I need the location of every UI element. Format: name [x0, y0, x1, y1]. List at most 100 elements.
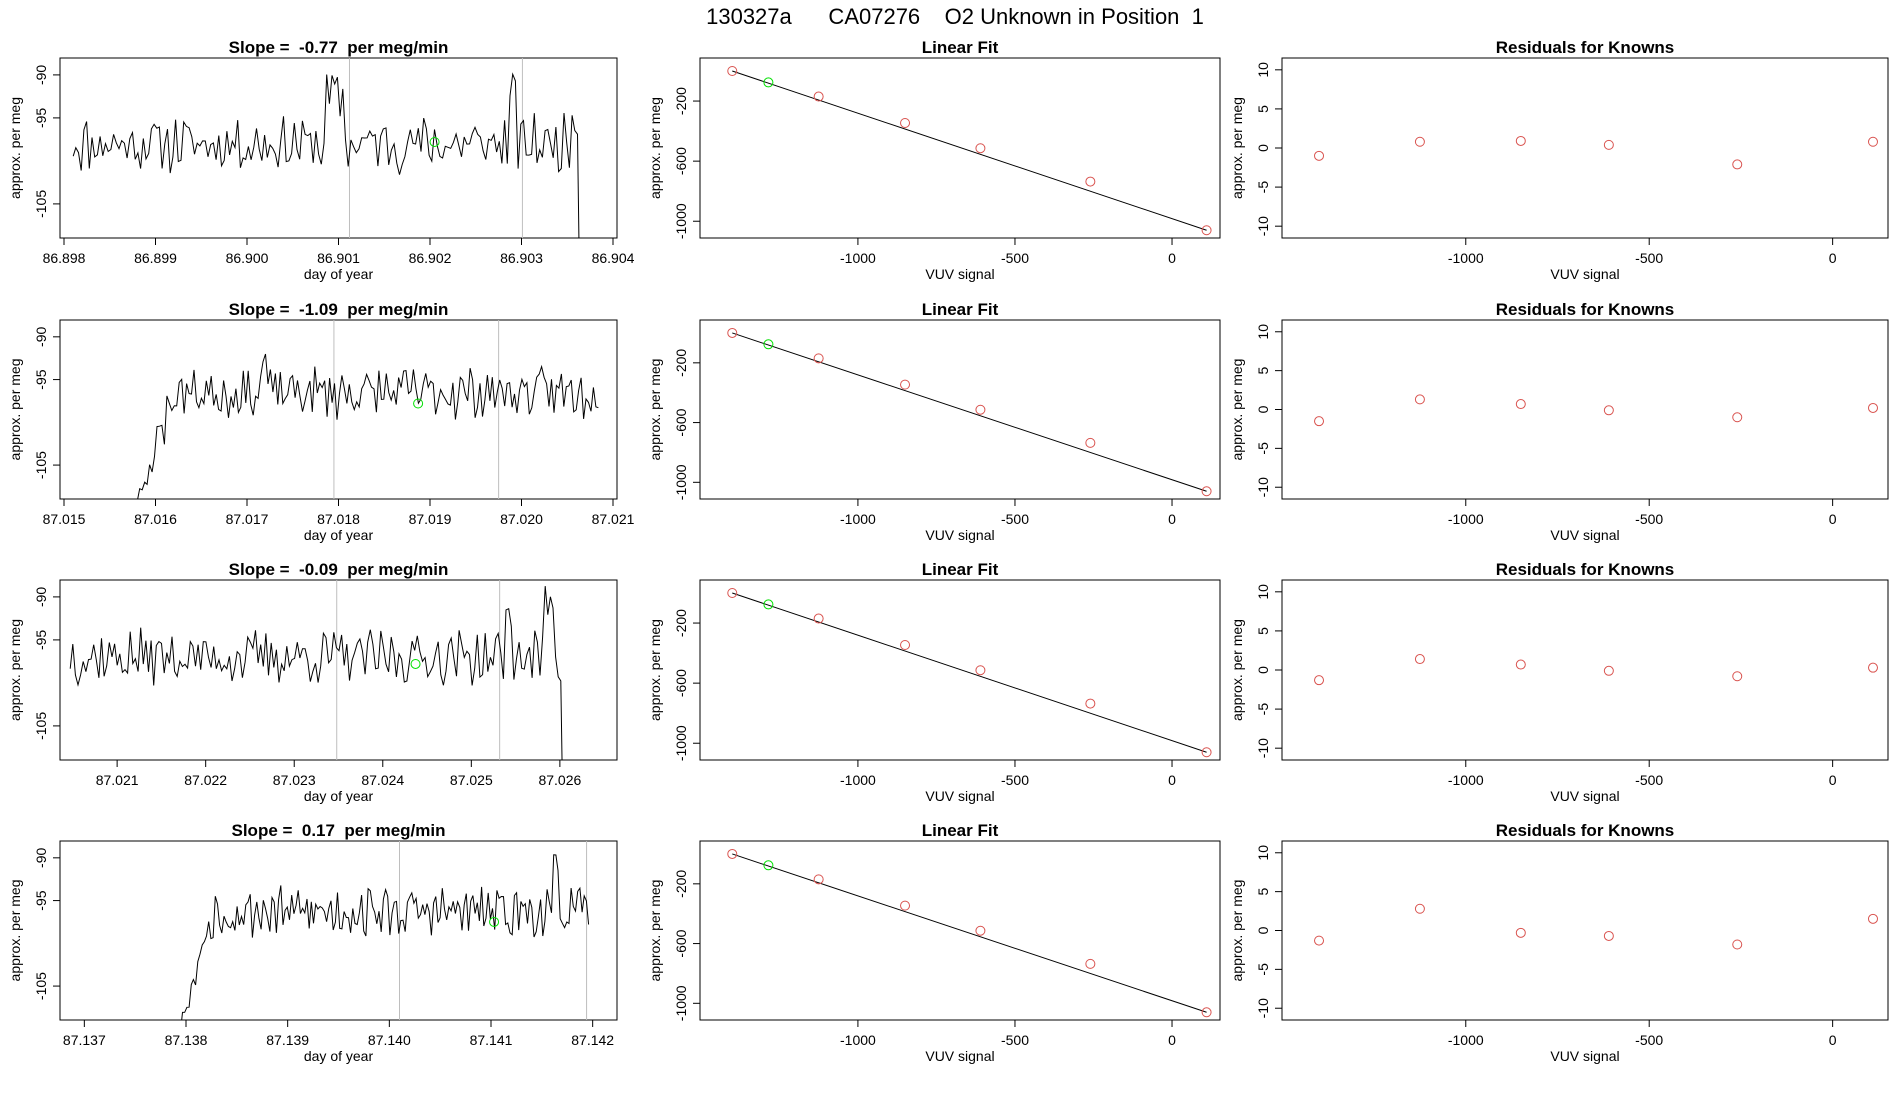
x-tick-label: 87.018 [317, 511, 360, 527]
residual-point [1867, 913, 1878, 924]
x-tick-label: 86.899 [134, 250, 177, 266]
plot-frame [699, 319, 1221, 500]
x-tick-label: 87.025 [450, 772, 493, 788]
plot-area [137, 320, 599, 499]
x-tick-label: 87.019 [409, 511, 452, 527]
plot-frame [1281, 319, 1889, 500]
x-tick-label: 0 [1829, 1032, 1837, 1048]
plot-frame [59, 579, 618, 761]
x-tick-label: -500 [1635, 772, 1663, 788]
residual-point [1603, 930, 1614, 941]
panel-title: Linear Fit [922, 38, 999, 57]
panel-linearfit-row3: Linear Fit -1000 -500 0 VUV signal -1000 -600 -… [647, 560, 1221, 804]
x-tick-label: -1000 [1448, 772, 1484, 788]
panel-title: Slope = 0.17 per meg/min [232, 821, 446, 840]
panel-linearfit-row1: Linear Fit -1000 -500 0 VUV signal -1000 -600 -… [647, 38, 1221, 282]
y-axis-label: approx. per meg [1229, 359, 1245, 461]
fit-line [732, 592, 1207, 753]
x-tick-label: -1000 [840, 250, 876, 266]
x-tick-label: -1000 [840, 1032, 876, 1048]
y-tick-label: -600 [673, 408, 689, 436]
x-tick-label: 86.900 [226, 250, 269, 266]
plot-frame [59, 319, 618, 500]
y-axis-label: approx. per meg [647, 880, 663, 982]
panel-title: Residuals for Knowns [1496, 821, 1675, 840]
panel-title: Residuals for Knowns [1496, 560, 1675, 579]
plot-area [1314, 654, 1878, 686]
y-axis-label: approx. per meg [647, 97, 663, 199]
y-tick-label: -105 [33, 190, 49, 218]
y-tick-label: 0 [1255, 666, 1271, 674]
unknown-point [413, 398, 424, 409]
known-point [900, 117, 911, 128]
y-tick-label: -10 [1255, 477, 1271, 497]
residual-point [1414, 394, 1425, 405]
timeseries-trace [72, 72, 580, 238]
y-tick-label: 5 [1255, 367, 1271, 375]
unknown-point [763, 77, 774, 88]
plot-frame [699, 57, 1221, 239]
x-tick-label: 87.138 [165, 1032, 208, 1048]
x-tick-label: 87.020 [500, 511, 543, 527]
x-tick-label: -500 [1001, 772, 1029, 788]
residual-point [1515, 659, 1526, 670]
known-point [1201, 747, 1212, 758]
known-point [1085, 958, 1096, 969]
x-tick-label: 0 [1168, 250, 1176, 266]
unknown-point [410, 658, 421, 669]
x-tick-label: 87.015 [43, 511, 86, 527]
known-point [1085, 176, 1096, 187]
residual-point [1414, 654, 1425, 665]
x-tick-label: -500 [1001, 1032, 1029, 1048]
known-point [813, 613, 824, 624]
x-axis-label: VUV signal [925, 266, 994, 282]
x-tick-label: -1000 [840, 772, 876, 788]
y-axis-label: approx. per meg [647, 359, 663, 461]
x-tick-label: -1000 [1448, 250, 1484, 266]
y-tick-label: 5 [1255, 888, 1271, 896]
x-tick-label: 0 [1168, 1032, 1176, 1048]
y-tick-label: 0 [1255, 926, 1271, 934]
plot-frame [699, 840, 1221, 1021]
y-tick-label: -95 [33, 369, 49, 389]
x-tick-label: 0 [1829, 511, 1837, 527]
x-tick-label: -1000 [1448, 1032, 1484, 1048]
residual-point [1314, 675, 1325, 686]
y-tick-label: -90 [33, 326, 49, 346]
x-tick-label: -500 [1635, 1032, 1663, 1048]
panel-title: Residuals for Knowns [1496, 38, 1675, 57]
plot-area [727, 848, 1212, 1018]
known-point [900, 379, 911, 390]
x-tick-label: -500 [1001, 250, 1029, 266]
y-tick-label: -105 [33, 972, 49, 1000]
y-tick-label: -95 [33, 630, 49, 650]
plot-area [727, 588, 1212, 758]
timeseries-trace [181, 854, 590, 1020]
x-tick-label: -500 [1001, 511, 1029, 527]
known-point [975, 665, 986, 676]
y-tick-label: -1000 [673, 464, 689, 500]
known-point [1201, 225, 1212, 236]
x-tick-label: 87.023 [273, 772, 316, 788]
x-tick-label: 87.137 [63, 1032, 106, 1048]
y-tick-label: -10 [1255, 738, 1271, 758]
residual-point [1603, 405, 1614, 416]
known-point [975, 925, 986, 936]
y-tick-label: -90 [33, 65, 49, 85]
y-tick-label: -5 [1255, 442, 1271, 455]
x-tick-label: 87.024 [361, 772, 404, 788]
y-tick-label: -600 [673, 929, 689, 957]
x-tick-label: 87.026 [538, 772, 581, 788]
y-tick-label: -200 [673, 870, 689, 898]
x-tick-label: 87.021 [592, 511, 635, 527]
residual-point [1314, 935, 1325, 946]
panel-timeseries-row2: Slope = -1.09 per meg/min 87.015 87.016 87.… [7, 300, 635, 543]
y-axis-label: approx. per meg [7, 359, 23, 461]
x-tick-label: -1000 [840, 511, 876, 527]
x-axis-label: day of year [304, 1048, 374, 1064]
x-tick-label: 86.898 [43, 250, 86, 266]
residual-point [1515, 399, 1526, 410]
x-tick-label: 87.016 [134, 511, 177, 527]
residual-point [1867, 402, 1878, 413]
